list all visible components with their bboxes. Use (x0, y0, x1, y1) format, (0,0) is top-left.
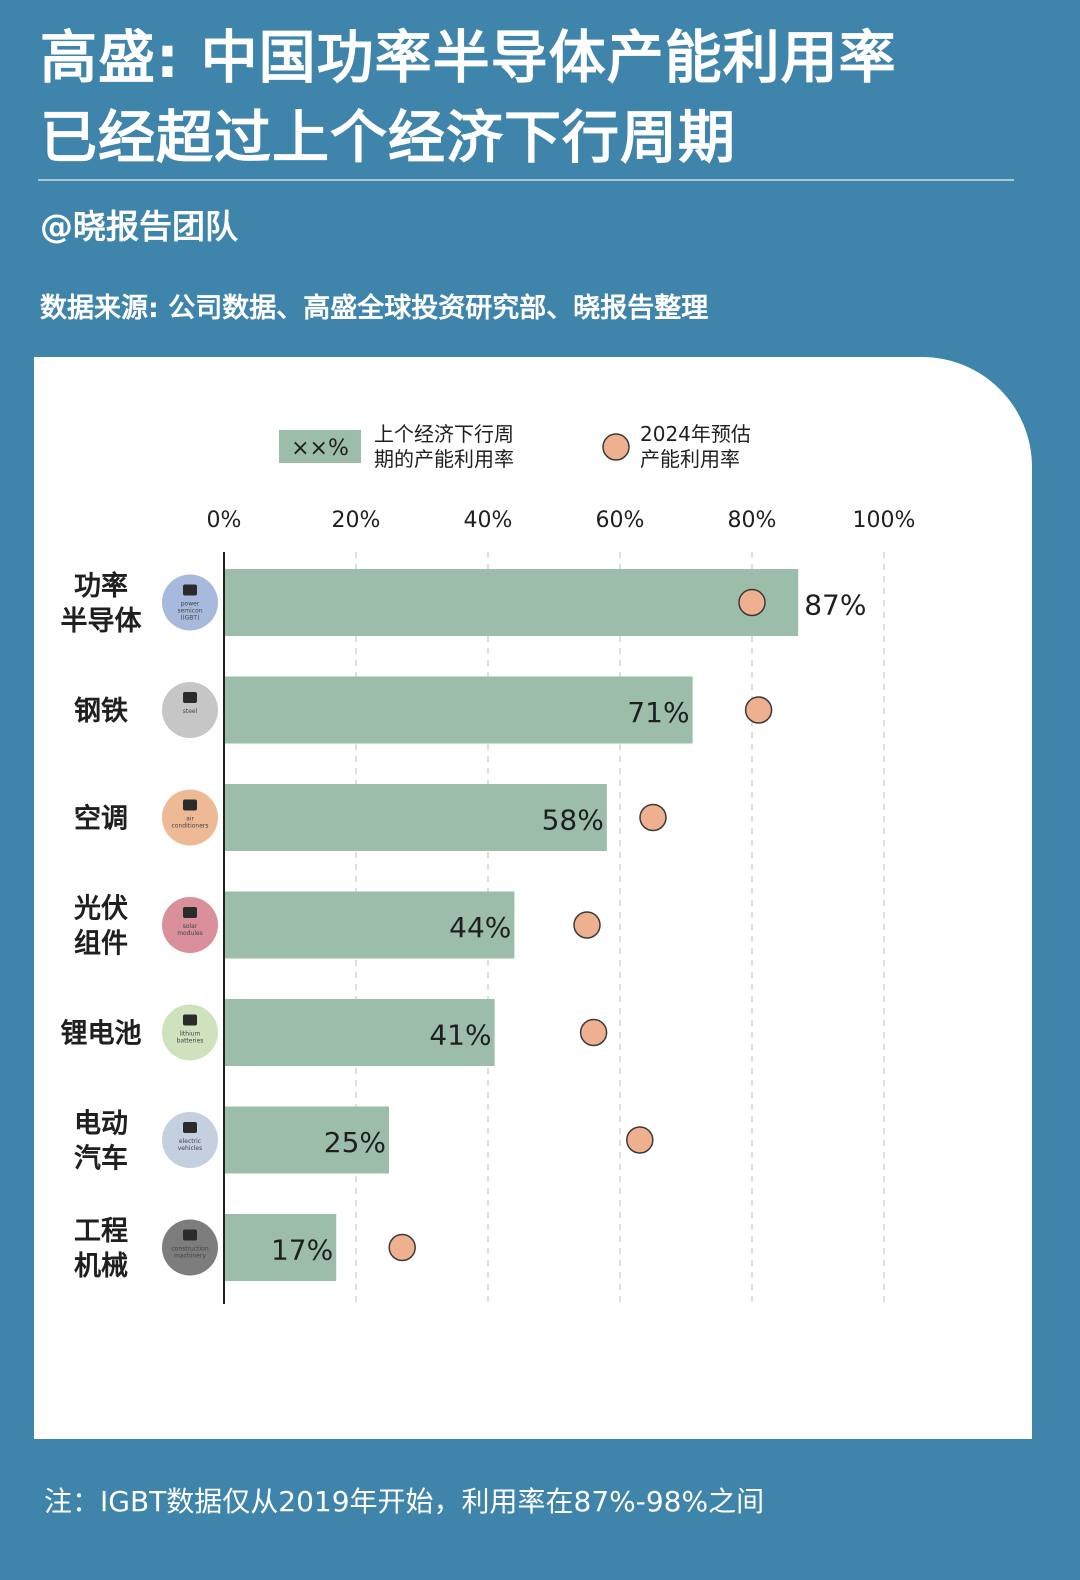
bar (224, 1214, 337, 1281)
data-label: 71% (627, 696, 689, 729)
estimate-dot (738, 588, 766, 617)
bar (224, 784, 607, 851)
legend-bar-swatch (279, 430, 361, 463)
icon-glyph (183, 1014, 197, 1026)
icon-caption: air (186, 816, 194, 823)
icon-caption: power (181, 601, 200, 608)
icon-caption: conditioners (171, 823, 208, 830)
legend-bar-label-line2: 期的产能利用率 (374, 447, 514, 471)
icon-caption: vehicles (178, 1145, 203, 1152)
icon-caption: machinery (174, 1253, 206, 1260)
category-label: 光伏 (73, 894, 128, 925)
title-line-1: 高盛: 中国功率半导体产能利用率 (40, 25, 897, 91)
icon-glyph (183, 799, 197, 811)
data-label: 58% (542, 804, 604, 837)
estimate-dot (744, 696, 773, 724)
bar (224, 1106, 389, 1174)
category-label: 锂电池 (61, 1019, 142, 1050)
category-label: 空调 (74, 803, 128, 835)
legend-bar-label-line1: 上个经济下行周 (374, 422, 514, 446)
category-label: 功率 (74, 570, 128, 602)
chart-card: ××% 上个经济下行周 期的产能利用率 2024年预估 产能利用率 0% 20% 40% 60%… (34, 357, 1032, 1439)
steel-icon: steel (162, 682, 218, 738)
bar (224, 676, 693, 744)
estimate-dot (579, 1018, 608, 1047)
bar (224, 999, 495, 1066)
legend-dot-label-line2: 产能利用率 (640, 447, 740, 471)
icon-badge (162, 789, 218, 846)
icon-caption: lithium (180, 1031, 201, 1038)
bar (224, 569, 799, 636)
icon-caption: solar (183, 923, 198, 930)
category-label: 汽车 (74, 1143, 128, 1175)
data-label: 44% (449, 911, 511, 944)
icon-badge (162, 1219, 218, 1276)
data-label: 41% (429, 1019, 491, 1052)
icon-badge (162, 574, 218, 631)
icon-glyph (183, 584, 197, 596)
icon-badge (162, 1004, 218, 1061)
icon-glyph (183, 1229, 197, 1241)
icon-caption: electric (179, 1138, 201, 1145)
icon-glyph (183, 692, 197, 703)
bar (224, 891, 515, 959)
icon-glyph (183, 907, 197, 918)
x-tick-label: 20% (332, 508, 381, 533)
data-source: 数据来源: 公司数据、高盛全球投资研究部、晓报告整理 (40, 293, 709, 324)
category-label: 组件 (74, 928, 128, 960)
estimate-dot (639, 803, 667, 832)
icon-badge (162, 897, 218, 953)
icon-caption: semicon (177, 608, 202, 615)
x-tick-label: 0% (207, 508, 242, 533)
icon-caption: (IGBT) (181, 615, 200, 622)
estimate-dot (626, 1126, 654, 1154)
category-label: 半导体 (61, 606, 143, 637)
category-label: 钢铁 (74, 696, 128, 727)
estimate-dot (573, 911, 601, 939)
x-tick-label: 80% (728, 508, 777, 533)
category-label: 机械 (74, 1251, 128, 1282)
page-title: 高盛: 中国功率半导体产能利用率 已经超过上个经济下行周期 (40, 18, 1040, 178)
title-line-2: 已经超过上个经济下行周期 (40, 105, 736, 171)
legend-bar-sample: ××% (291, 436, 349, 461)
x-tick-label: 40% (464, 508, 513, 533)
legend-dot-swatch (602, 433, 630, 461)
category-label: 电动 (74, 1109, 128, 1140)
legend-dot-label-line1: 2024年预估 (640, 422, 751, 446)
title-divider (38, 179, 1014, 181)
data-label: 25% (324, 1126, 386, 1159)
author-handle: @晓报告团队 (40, 207, 238, 246)
icon-badge (162, 1112, 218, 1168)
data-label: 17% (271, 1234, 333, 1267)
x-tick-label: 100% (853, 508, 916, 533)
icon-caption: batteries (177, 1038, 204, 1045)
icon-caption: modules (177, 930, 203, 937)
category-label: 工程 (74, 1216, 128, 1247)
icon-caption: steel (183, 708, 198, 715)
icon-caption: construction (171, 1246, 209, 1253)
icon-badge (162, 682, 218, 738)
icon-glyph (183, 1122, 197, 1133)
data-label: 87% (804, 589, 866, 622)
estimate-dot (388, 1233, 416, 1262)
footnote: 注：IGBT数据仅从2019年开始，利用率在87%-98%之间 (44, 1485, 765, 1518)
x-tick-label: 60% (596, 508, 645, 533)
